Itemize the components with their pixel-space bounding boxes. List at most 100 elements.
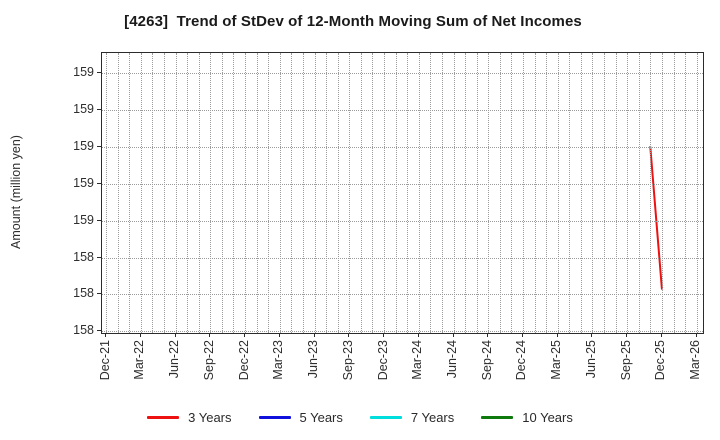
series-line-3-years	[649, 145, 663, 290]
x-tick-mark	[383, 333, 384, 337]
series-lines-layer	[649, 145, 663, 290]
gridline-vertical	[615, 53, 617, 333]
y-tick-mark	[97, 145, 101, 147]
gridline-vertical	[580, 53, 582, 333]
x-tick-mark	[660, 333, 662, 337]
gridline-vertical	[673, 53, 675, 333]
y-tick-label: 159	[73, 212, 94, 227]
x-tick-mark	[591, 333, 593, 337]
legend-item-3-years: 3 Years	[147, 410, 232, 425]
x-tick-mark	[487, 333, 489, 337]
x-tick-label: Sep-23	[340, 340, 355, 381]
gridline-vertical	[395, 53, 397, 333]
x-tick-mark	[348, 333, 350, 337]
gridline-vertical	[256, 53, 258, 333]
gridline-vertical	[546, 53, 548, 333]
gridline-vertical	[661, 53, 663, 333]
gridline-vertical	[314, 53, 316, 333]
x-tick-mark	[417, 333, 419, 337]
y-tick-mark	[97, 256, 101, 258]
y-tick-mark	[97, 293, 101, 295]
y-tick-label: 158	[73, 249, 94, 264]
x-tick-label: Sep-22	[201, 340, 216, 381]
gridline-horizontal	[102, 110, 703, 112]
gridline-vertical	[372, 53, 374, 333]
legend-label: 10 Years	[522, 409, 573, 425]
x-tick-label: Mar-24	[410, 340, 425, 380]
legend-item-10-years: 10 Years	[481, 410, 573, 425]
gridline-vertical	[465, 53, 466, 333]
gridline-vertical	[511, 53, 513, 333]
legend-line-swatch	[147, 415, 180, 419]
gridline-vertical	[650, 53, 652, 333]
chart-title: [4263] Trend of StDev of 12-Month Moving…	[124, 13, 582, 30]
gridline-vertical	[569, 53, 571, 333]
x-tick-mark	[139, 333, 141, 337]
x-tick-label: Dec-21	[97, 340, 112, 381]
x-tick-label: Sep-25	[618, 340, 633, 381]
gridline-vertical	[685, 53, 687, 333]
gridline-vertical	[476, 53, 478, 333]
legend-label: 7 Years	[410, 409, 455, 425]
gridline-vertical	[268, 53, 270, 333]
gridline-vertical	[627, 53, 629, 333]
y-tick-mark	[97, 72, 101, 74]
x-tick-label: Jun-25	[583, 340, 598, 379]
gridline-horizontal	[102, 294, 703, 296]
x-tick-mark	[695, 333, 697, 337]
gridline-horizontal	[102, 331, 703, 333]
gridline-vertical	[534, 53, 536, 333]
gridline-vertical	[210, 53, 212, 333]
y-tick-mark	[97, 182, 101, 184]
gridline-vertical	[430, 53, 432, 333]
gridline-vertical	[198, 53, 200, 333]
x-tick-label: Mar-25	[549, 340, 564, 380]
y-tick-label: 158	[73, 286, 94, 301]
x-tick-mark	[209, 333, 211, 337]
legend-item-7-years: 7 Years	[369, 409, 455, 425]
legend: 3 Years 5 Years 7 Years 10 Years	[0, 406, 720, 428]
legend-line-swatch	[481, 415, 514, 419]
gridline-vertical	[302, 53, 304, 333]
x-tick-label: Dec-24	[514, 340, 529, 381]
gridline-vertical	[407, 53, 409, 333]
gridline-vertical	[522, 53, 524, 333]
y-tick-label: 158	[73, 323, 94, 338]
x-tick-label: Jun-22	[167, 340, 181, 379]
gridline-vertical	[326, 53, 328, 333]
gridline-vertical	[418, 53, 420, 333]
x-tick-label: Jun-23	[306, 340, 320, 379]
x-tick-mark	[278, 333, 280, 337]
gridline-vertical	[638, 53, 640, 333]
x-tick-label: Mar-23	[271, 340, 286, 380]
gridline-vertical	[488, 53, 490, 333]
gridline-vertical	[221, 53, 223, 333]
gridline-vertical	[233, 53, 235, 333]
gridline-vertical	[604, 53, 605, 333]
y-tick-label: 159	[73, 102, 94, 117]
gridline-vertical	[384, 53, 385, 333]
x-tick-mark	[244, 333, 245, 337]
x-tick-label: Mar-22	[132, 340, 147, 380]
x-tick-label: Dec-25	[653, 340, 668, 381]
legend-line-swatch	[369, 415, 402, 419]
gridline-vertical	[441, 53, 443, 333]
gridline-vertical	[152, 53, 154, 333]
x-tick-mark	[556, 333, 558, 337]
x-tick-mark	[452, 333, 454, 337]
gridline-horizontal	[102, 73, 703, 75]
x-tick-mark	[626, 333, 628, 337]
x-tick-mark	[313, 333, 315, 337]
gridline-vertical	[187, 53, 189, 333]
legend-line-swatch	[258, 415, 291, 419]
y-tick-label: 159	[73, 175, 94, 190]
gridline-vertical	[117, 53, 119, 333]
gridline-vertical	[175, 53, 177, 333]
x-tick-label: Mar-26	[688, 340, 703, 380]
y-tick-label: 159	[73, 138, 94, 153]
gridline-vertical	[499, 53, 501, 333]
gridline-vertical	[164, 53, 165, 333]
plot-area	[101, 52, 704, 334]
gridline-vertical	[129, 53, 131, 333]
x-tick-label: Dec-22	[236, 340, 251, 381]
